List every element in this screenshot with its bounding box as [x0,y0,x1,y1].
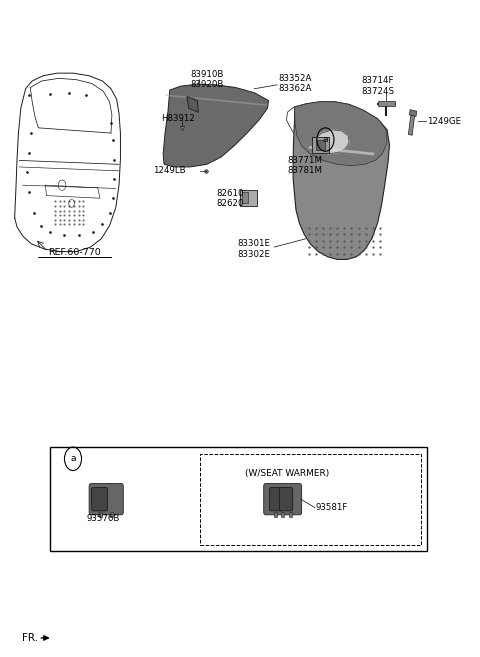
FancyBboxPatch shape [269,487,283,511]
Text: 83771M
83781M: 83771M 83781M [288,156,323,175]
Text: 93581F: 93581F [316,503,348,512]
Polygon shape [378,101,395,106]
Bar [50,447,427,551]
Bar [110,512,113,518]
Bar [316,139,325,150]
Text: 83301E
83302E: 83301E 83302E [238,239,271,259]
Bar [289,512,292,518]
Bar [240,190,257,206]
Text: 1249LB: 1249LB [153,166,185,175]
Text: 1249GE: 1249GE [427,117,462,126]
Bar [312,137,329,152]
Polygon shape [315,130,349,154]
Text: 82610
82620: 82610 82620 [217,189,244,208]
Bar [99,512,102,518]
Text: 83352A
83362A: 83352A 83362A [278,74,312,93]
Bar [409,110,417,116]
Bar [242,193,248,204]
FancyBboxPatch shape [92,487,108,511]
Text: a: a [323,135,328,144]
Text: FR.: FR. [22,633,38,643]
Bar [200,453,421,545]
FancyBboxPatch shape [279,487,293,511]
Polygon shape [187,97,198,112]
Bar [274,512,276,518]
Text: REF.60-770: REF.60-770 [48,248,101,258]
FancyBboxPatch shape [264,484,301,515]
Text: (W/SEAT WARMER): (W/SEAT WARMER) [245,468,330,478]
Text: 83714F
83724S: 83714F 83724S [361,76,394,96]
Polygon shape [295,102,387,166]
Bar [281,512,284,518]
Text: a: a [70,454,76,463]
Polygon shape [163,84,268,167]
Text: H83912: H83912 [161,114,195,124]
Text: 93576B: 93576B [87,514,120,523]
Polygon shape [293,102,389,260]
Bar [408,111,415,135]
FancyBboxPatch shape [89,484,123,515]
Text: 83910B
83920B: 83910B 83920B [190,70,224,89]
